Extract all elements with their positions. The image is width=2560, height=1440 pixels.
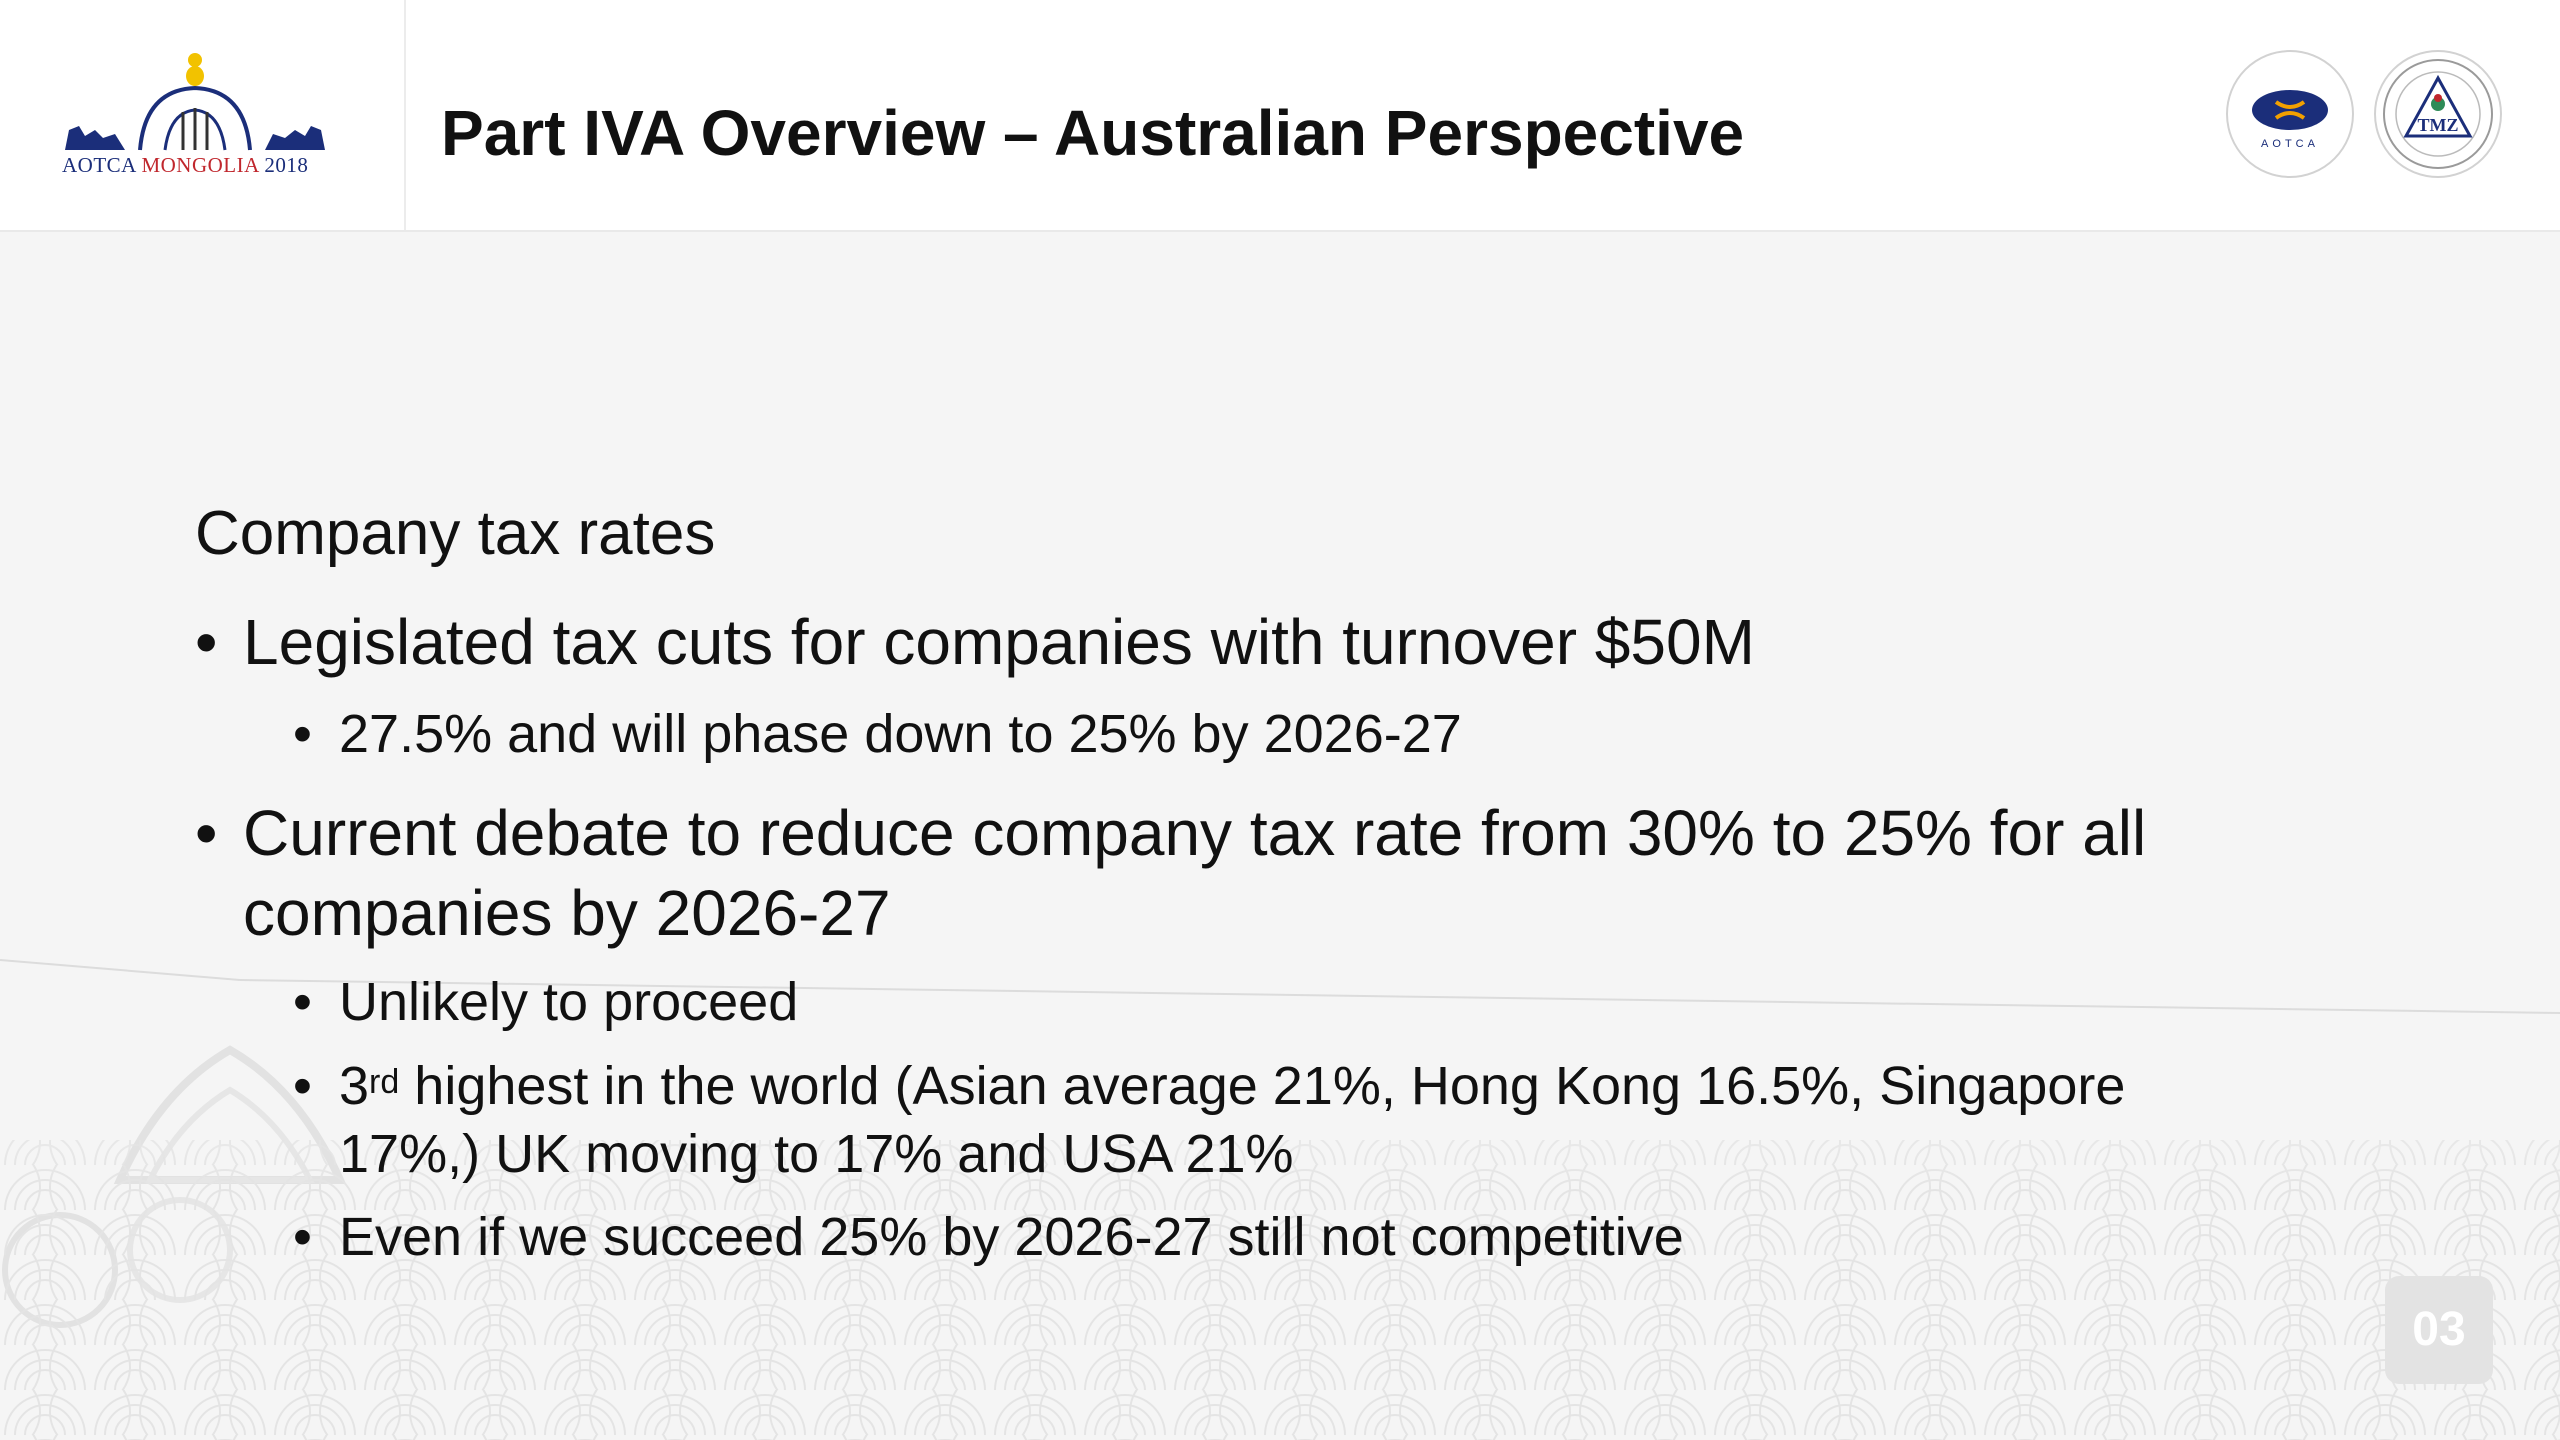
bullet-glyph: • (293, 704, 312, 764)
slide-title: Part IVA Overview – Australian Perspecti… (441, 97, 1745, 169)
aotca-mongolia-logo: AOTCA MONGOLIA 2018 (0, 0, 406, 230)
bullet-text: Legislated tax cuts for companies with t… (243, 606, 1755, 678)
bullet-text-line-1: 3rd highest in the world (Asian average … (339, 1056, 2126, 1116)
bullet-glyph: • (293, 972, 312, 1032)
bullet-text-line-2: 17%,) UK moving to 17% and USA 21% (339, 1124, 1294, 1184)
section-heading: Company tax rates (195, 499, 716, 568)
bullet-glyph: • (293, 1207, 312, 1267)
aotca-emblem-icon: AOTCA (2252, 90, 2328, 150)
tmz-emblem-icon: TMZ (2383, 59, 2493, 169)
bullet-text: Unlikely to proceed (339, 972, 799, 1032)
logo-caption: AOTCA MONGOLIA 2018 (62, 153, 309, 177)
svg-text:AOTCA: AOTCA (2261, 138, 2319, 150)
bullet-glyph: • (195, 606, 218, 678)
svg-text:TMZ: TMZ (2417, 115, 2458, 135)
page-number-badge: 03 (2385, 1276, 2493, 1384)
conference-emblem-icon (65, 53, 325, 151)
bullet-text: 27.5% and will phase down to 25% by 2026… (339, 704, 1462, 764)
aotca-badge: AOTCA (2226, 50, 2354, 178)
background-wave-pattern (0, 959, 2560, 1440)
bullet-glyph: • (195, 797, 218, 869)
slide-header: AOTCA MONGOLIA 2018 Part IVA Overview – … (0, 0, 2560, 232)
bullet-glyph: • (293, 1056, 312, 1116)
bullet-text-line-2: companies by 2026-27 (243, 877, 891, 949)
tmz-badge: TMZ (2374, 50, 2502, 178)
bullet-text-line-1: Current debate to reduce company tax rat… (243, 797, 2147, 869)
bullet-text: Even if we succeed 25% by 2026-27 still … (339, 1207, 1684, 1267)
